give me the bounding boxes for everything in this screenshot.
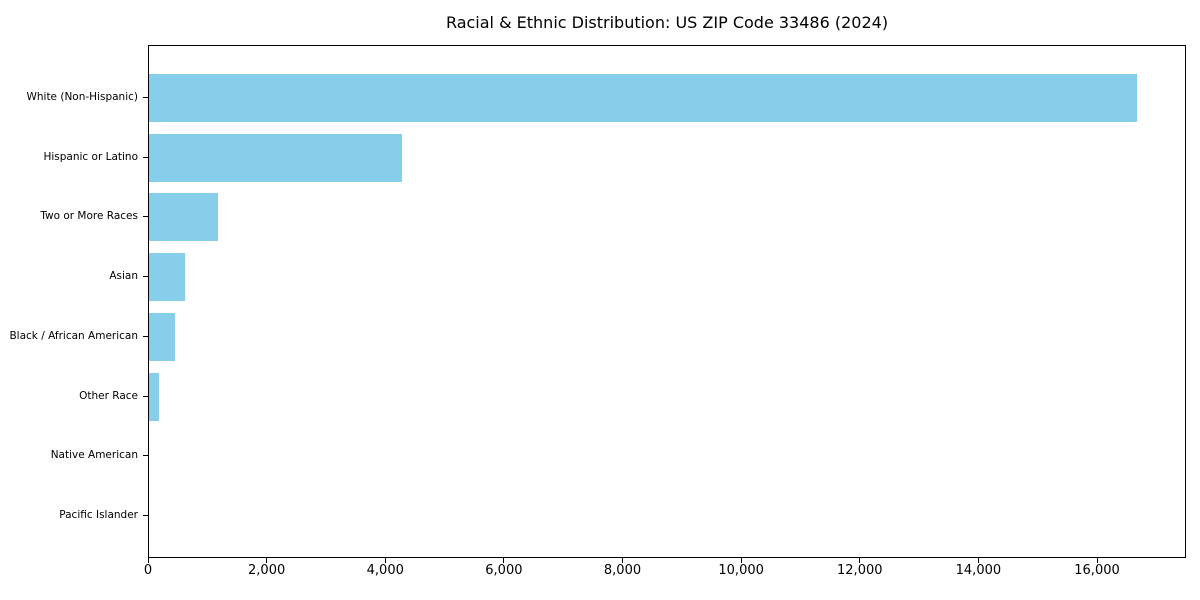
y-axis-label: Pacific Islander bbox=[59, 508, 138, 521]
x-tick-mark bbox=[503, 558, 505, 563]
y-axis-label: Asian bbox=[109, 270, 138, 283]
y-tick-mark bbox=[143, 276, 148, 278]
bar-other-race bbox=[149, 372, 160, 421]
y-tick-mark bbox=[143, 97, 148, 98]
bar-black-african-american bbox=[149, 312, 176, 361]
x-tick-mark bbox=[740, 558, 742, 563]
x-axis-label: 8,000 bbox=[603, 563, 642, 578]
y-tick-mark bbox=[143, 514, 148, 516]
x-axis-label: 6,000 bbox=[485, 563, 523, 578]
y-tick-mark bbox=[143, 395, 148, 397]
x-tick-mark bbox=[859, 558, 861, 563]
x-tick-mark bbox=[147, 558, 149, 563]
y-tick-mark bbox=[143, 455, 148, 457]
x-tick-mark bbox=[977, 558, 979, 563]
y-axis-label: Black / African American bbox=[9, 329, 138, 342]
x-axis-label: 2,000 bbox=[248, 563, 286, 578]
bar-white-non-hispanic bbox=[149, 74, 1137, 122]
x-axis-label: 10,000 bbox=[718, 563, 764, 578]
x-tick-mark bbox=[384, 558, 386, 563]
x-axis-label: 0 bbox=[143, 563, 153, 578]
y-axis-label: White (Non-Hispanic) bbox=[26, 91, 138, 103]
y-tick-mark bbox=[143, 156, 148, 158]
y-tick-mark bbox=[143, 216, 148, 218]
y-axis-label: Native American bbox=[50, 449, 138, 462]
x-tick-mark bbox=[266, 558, 268, 563]
chart-title: Racial & Ethnic Distribution: US ZIP Cod… bbox=[445, 13, 889, 32]
bar-two-or-more-races bbox=[149, 193, 218, 242]
bar-hispanic-or-latino bbox=[149, 133, 402, 182]
x-tick-mark bbox=[1096, 558, 1098, 563]
y-tick-mark bbox=[143, 335, 148, 337]
y-axis-label: Hispanic or Latino bbox=[43, 150, 138, 163]
x-tick-mark bbox=[622, 558, 623, 563]
x-axis-label: 14,000 bbox=[955, 563, 1002, 578]
y-axis-label: Other Race bbox=[79, 389, 138, 402]
y-axis-label: Two or More Races bbox=[40, 210, 138, 223]
x-axis-label: 12,000 bbox=[837, 563, 883, 578]
bar-asian bbox=[149, 253, 185, 302]
plot-area bbox=[148, 45, 1186, 558]
x-axis-label: 4,000 bbox=[366, 563, 404, 578]
x-axis-label: 16,000 bbox=[1074, 563, 1120, 578]
